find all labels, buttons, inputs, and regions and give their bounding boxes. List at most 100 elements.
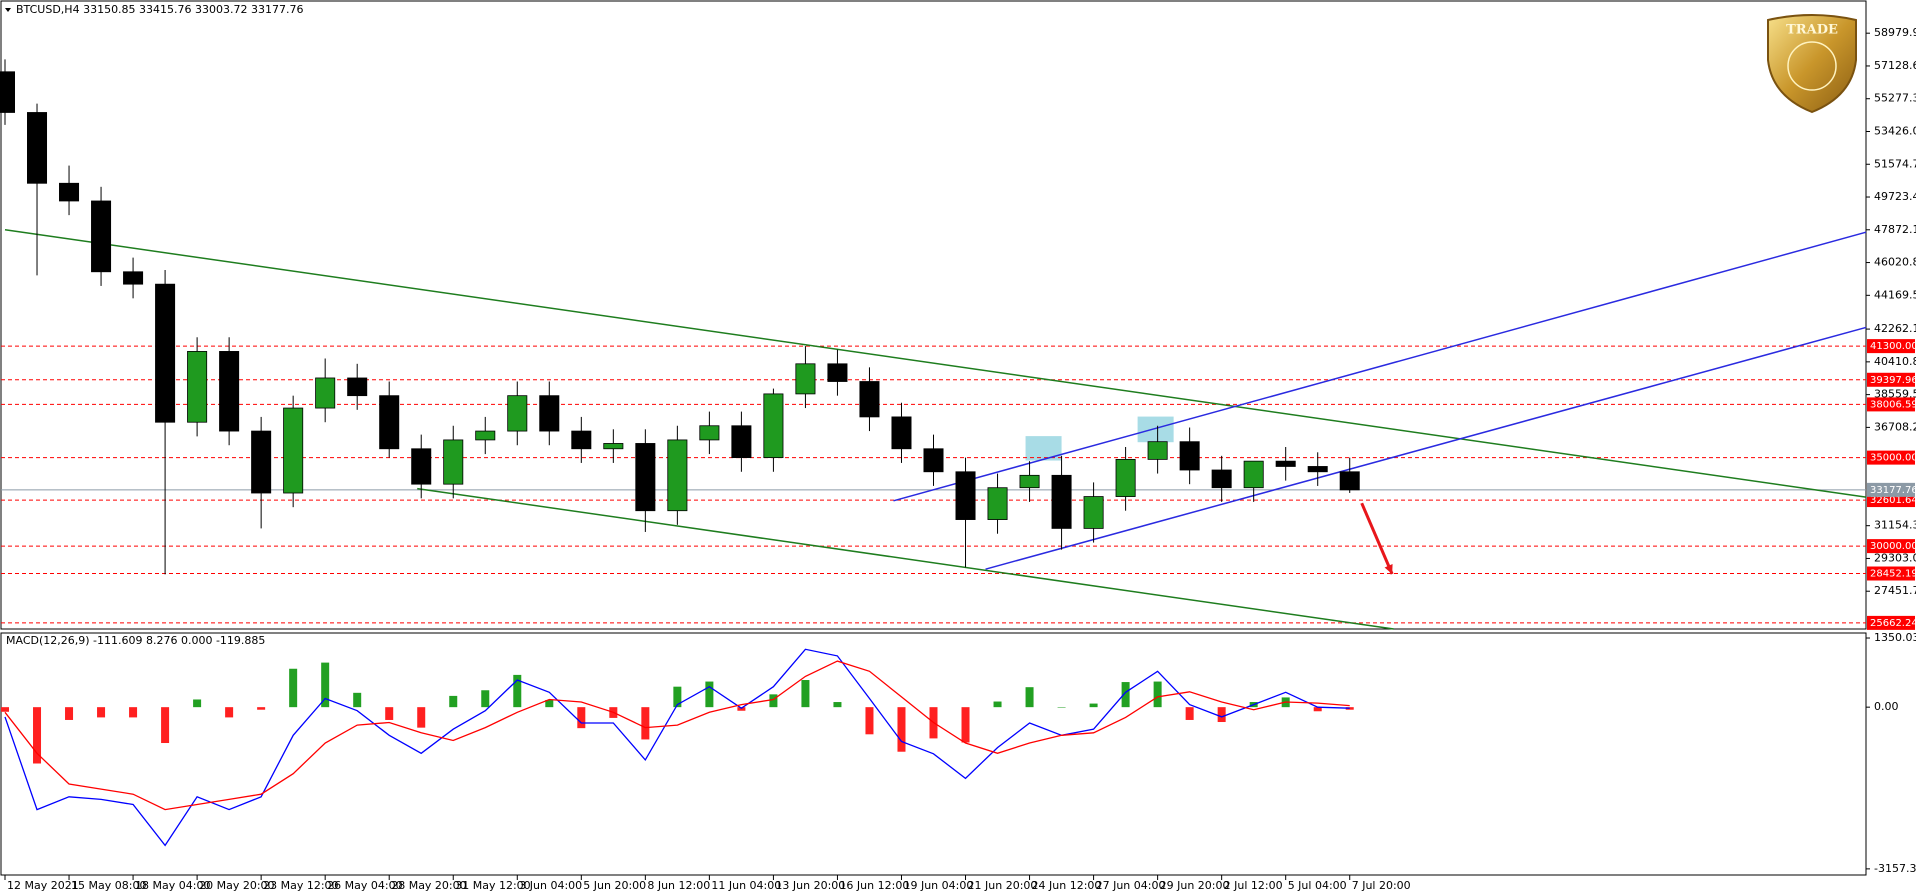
candle-body [251, 430, 272, 494]
x-tick-label: 2 Jul 12:00 [1224, 879, 1283, 892]
level-label-box [1867, 450, 1915, 465]
x-tick-label: 8 Jun 12:00 [647, 879, 710, 892]
histogram-bar [801, 680, 810, 708]
candle-body [0, 71, 16, 113]
histogram-bar [1057, 707, 1066, 708]
x-tick-label: 18 May 04:00 [135, 879, 210, 892]
y-tick-label: -3157.344 [1874, 862, 1916, 875]
candle-body [27, 112, 48, 184]
histogram-bar [193, 699, 202, 708]
level-label: 35000.00 [1870, 453, 1916, 464]
zone [1137, 416, 1174, 443]
candle-body [987, 487, 1008, 520]
y-tick-label: 27451.70 [1874, 584, 1916, 597]
candle-body [763, 393, 784, 459]
level-label: 39397.96 [1870, 375, 1916, 386]
level-label-box [1867, 566, 1915, 581]
histogram-bar [321, 662, 330, 708]
arrow-shaft [1360, 502, 1394, 575]
histogram-bar [1025, 687, 1034, 708]
level-label-box [1867, 339, 1915, 354]
x-tick-label: 3 Jun 04:00 [519, 879, 582, 892]
candle-body [1115, 458, 1136, 497]
candle-body [1339, 471, 1360, 491]
histogram-bar [865, 707, 874, 735]
candle-body [475, 430, 496, 441]
candle-body [155, 283, 176, 423]
candle-body [955, 471, 976, 520]
histogram-bar [129, 707, 138, 718]
candle-body [379, 395, 400, 450]
histogram-bar [33, 707, 42, 764]
trendline [417, 487, 1394, 630]
histogram-bar [1089, 703, 1098, 708]
y-tick-label: 44169.50 [1874, 288, 1916, 301]
level-label: 38006.59 [1870, 399, 1916, 410]
macd-line [4, 648, 1350, 847]
y-tick-label: 29303.00 [1874, 551, 1916, 564]
histogram-bar [1185, 707, 1194, 720]
candle-body [507, 395, 528, 432]
histogram-bar [97, 707, 106, 718]
candle-body [411, 448, 432, 485]
candle-body [187, 351, 208, 423]
level-label-box [1867, 397, 1915, 412]
candle-body [283, 407, 304, 494]
level-label: 30000.00 [1870, 541, 1916, 552]
y-tick-label: 58979.90 [1874, 26, 1916, 39]
histogram-bar [545, 699, 554, 708]
level-label-box [1867, 615, 1915, 630]
y-tick-label: 47872.10 [1874, 223, 1916, 236]
candle-body [699, 425, 720, 441]
trendline [985, 326, 1867, 570]
histogram-bar [257, 707, 266, 710]
x-tick-label: 5 Jul 04:00 [1288, 879, 1347, 892]
candle-body [1307, 466, 1328, 473]
candle-body [667, 439, 688, 512]
histogram-bar [1313, 707, 1322, 712]
y-tick-label: 0.00 [1874, 700, 1899, 713]
x-tick-label: 15 May 08:00 [71, 879, 146, 892]
candle-body [539, 395, 560, 432]
candle-body [91, 200, 112, 273]
y-tick-label: 1350.032 [1874, 631, 1916, 644]
histogram-bar [961, 707, 970, 743]
y-tick-label: 49723.40 [1874, 190, 1916, 203]
candle-body [923, 448, 944, 473]
candle-body [1019, 474, 1040, 489]
trendline [4, 229, 1867, 498]
x-tick-label: 31 May 12:00 [455, 879, 530, 892]
x-tick-label: 16 Jun 12:00 [839, 879, 909, 892]
level-label: 25662.24 [1870, 618, 1916, 629]
candle-body [891, 416, 912, 450]
logo: TRADE [1767, 14, 1857, 114]
histogram-bar [1121, 682, 1130, 708]
candle-body [1243, 460, 1264, 489]
x-tick-label: 28 May 20:00 [391, 879, 466, 892]
histogram-bar [1217, 707, 1226, 723]
y-tick-label: 40410.80 [1874, 355, 1916, 368]
level-label: 28452.19 [1870, 569, 1916, 580]
histogram-bar [641, 707, 650, 740]
x-tick-label: 13 Jun 20:00 [775, 879, 845, 892]
level-label: 41300.00 [1870, 341, 1916, 352]
x-tick-label: 12 May 2021 [7, 879, 79, 892]
level-label-box [1867, 372, 1915, 387]
candle-body [635, 443, 656, 512]
candle-body [123, 271, 144, 285]
macd-panel [0, 632, 1867, 876]
trendline [893, 231, 1867, 502]
histogram-bar [1153, 681, 1162, 708]
histogram-bar [1345, 707, 1354, 710]
histogram-bar [353, 692, 362, 708]
macd-header: MACD(12,26,9) -111.609 8.276 0.000 -119.… [6, 634, 265, 647]
level-label-box [1867, 539, 1915, 554]
x-tick-label: 21 Jun 20:00 [968, 879, 1038, 892]
candle-body [443, 439, 464, 485]
y-tick-label: 38559.50 [1874, 388, 1916, 401]
candle-body [827, 363, 848, 382]
candle-body [347, 377, 368, 397]
histogram-bar [705, 681, 714, 708]
histogram-bar [161, 707, 170, 744]
main-panel [0, 0, 1867, 630]
